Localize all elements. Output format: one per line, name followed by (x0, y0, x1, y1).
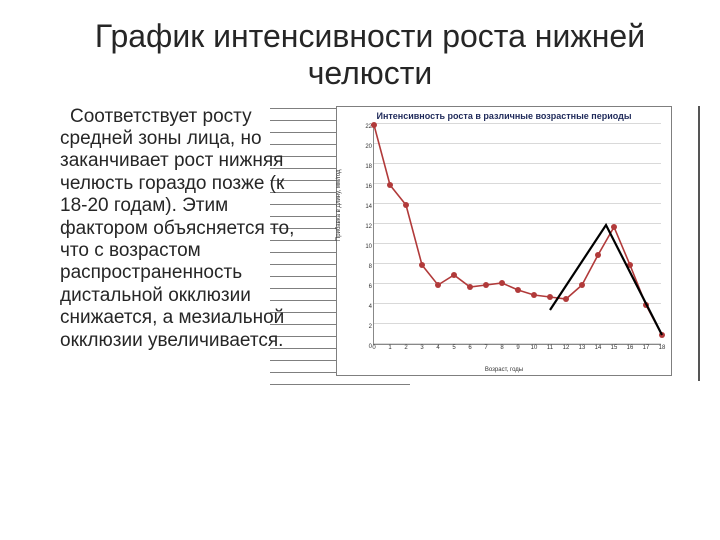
slide: График интенсивности роста нижней челюст… (0, 0, 720, 540)
plot-area: 0246810121416182022012345678910111213141… (373, 125, 661, 345)
body-text-span: Соответствует росту средней зоны лица, н… (60, 106, 294, 351)
vertical-bar-right (698, 106, 700, 381)
chart-panel: Интенсивность роста в различные возрастн… (336, 106, 672, 376)
body-text: Соответствует росту средней зоны лица, н… (60, 106, 315, 352)
chart-title: Интенсивность роста в различные возрастн… (337, 111, 671, 121)
chart-xlabel: Возраст, годы (485, 367, 523, 373)
chart-ylabel: Прибавка в длину, мм/год (336, 169, 342, 241)
slide-title: График интенсивности роста нижней челюст… (60, 18, 680, 92)
